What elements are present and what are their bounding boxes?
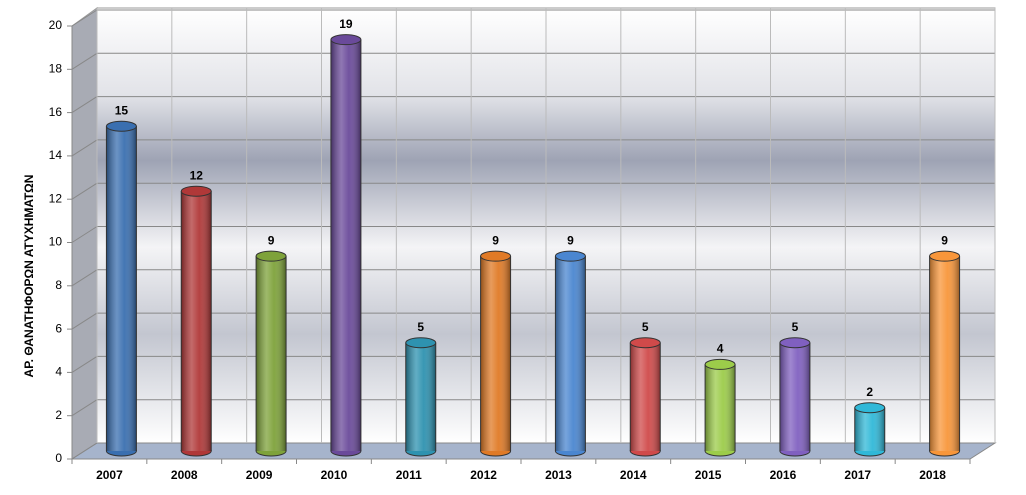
value-label: 5	[792, 320, 799, 334]
x-tick-label: 2014	[620, 468, 647, 482]
grid-line	[71, 312, 98, 330]
x-tick-label: 2015	[695, 468, 722, 482]
bar-shade	[480, 256, 511, 451]
cylinder-top	[330, 34, 362, 46]
value-label: 2	[866, 385, 873, 399]
grid-line	[71, 52, 98, 70]
x-tick-label: 2018	[919, 468, 946, 482]
bar-shade	[181, 191, 212, 451]
grid-line	[71, 355, 98, 373]
cylinder-top	[929, 250, 961, 262]
grid-line	[71, 9, 98, 27]
value-label: 4	[717, 342, 724, 356]
y-tick-label: 12	[49, 191, 63, 205]
value-label: 5	[642, 320, 649, 334]
value-label: 9	[941, 233, 948, 247]
value-label: 9	[268, 233, 275, 247]
cylinder-top	[629, 337, 661, 349]
cylinder-top	[480, 250, 512, 262]
y-tick-label: 10	[49, 235, 63, 249]
grid-line	[71, 139, 98, 157]
y-tick-label: 2	[55, 408, 62, 422]
cylinder-top	[704, 358, 736, 370]
x-tick-label: 2012	[470, 468, 497, 482]
bar-shade	[106, 126, 137, 451]
cylinder-top	[554, 250, 586, 262]
bar-shade	[929, 256, 960, 451]
value-label: 5	[417, 320, 424, 334]
cylinder-top	[405, 337, 437, 349]
bar-shade	[854, 407, 885, 451]
value-label: 9	[567, 233, 574, 247]
y-tick-label: 14	[49, 148, 63, 162]
grid-line	[71, 226, 98, 243]
bar-shade	[405, 342, 436, 451]
y-tick-label: 4	[55, 365, 62, 379]
x-tick-label: 2016	[770, 468, 797, 482]
value-label: 19	[339, 17, 353, 31]
bar-shade	[705, 364, 736, 451]
x-tick-label: 2009	[246, 468, 273, 482]
y-axis-label: ΑΡ. ΘΑΝΑΤΗΦΟΡΩΝ ΑΤΥΧΗΜΑΤΩΝ	[22, 175, 36, 378]
x-tick-label: 2013	[545, 468, 572, 482]
cylinder-top	[255, 250, 287, 262]
y-tick-label: 20	[49, 18, 63, 32]
value-label: 12	[190, 168, 204, 182]
x-tick-label: 2010	[321, 468, 348, 482]
cylinder-top	[854, 402, 886, 414]
y-tick-label: 18	[49, 61, 63, 75]
x-tick-label: 2011	[396, 468, 422, 482]
bar-shade	[256, 256, 287, 451]
grid-line	[71, 182, 98, 200]
bar-shade	[555, 256, 586, 451]
y-tick-label: 8	[55, 278, 62, 292]
grid-line	[71, 399, 98, 417]
y-tick-label: 6	[55, 321, 62, 335]
y-tick-label: 16	[49, 105, 63, 119]
y-tick-label: 0	[55, 451, 62, 465]
side-wall	[71, 7, 98, 460]
bar-shade	[630, 342, 661, 451]
grid-line	[71, 442, 98, 460]
x-tick-label: 2007	[96, 468, 123, 482]
x-tick-label: 2008	[171, 468, 198, 482]
x-tick-label: 2017	[844, 468, 871, 482]
cylinder-top	[180, 185, 212, 197]
grid-line	[71, 269, 98, 287]
cylinder-top	[105, 120, 137, 132]
bar-shade	[330, 39, 361, 452]
cylinder-top	[779, 337, 811, 349]
grid-line	[71, 96, 98, 114]
value-label: 9	[492, 233, 499, 247]
bar-shade	[779, 342, 810, 451]
value-label: 15	[115, 103, 129, 117]
